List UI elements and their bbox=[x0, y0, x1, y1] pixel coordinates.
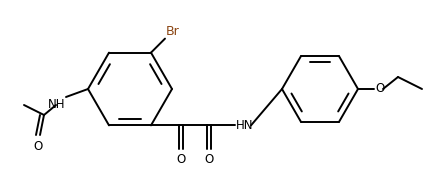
Text: HN: HN bbox=[236, 119, 254, 132]
Text: O: O bbox=[34, 140, 43, 153]
Text: O: O bbox=[204, 153, 214, 166]
Text: O: O bbox=[375, 83, 384, 95]
Text: O: O bbox=[176, 153, 186, 166]
Text: Br: Br bbox=[166, 25, 180, 38]
Text: NH: NH bbox=[47, 98, 65, 111]
